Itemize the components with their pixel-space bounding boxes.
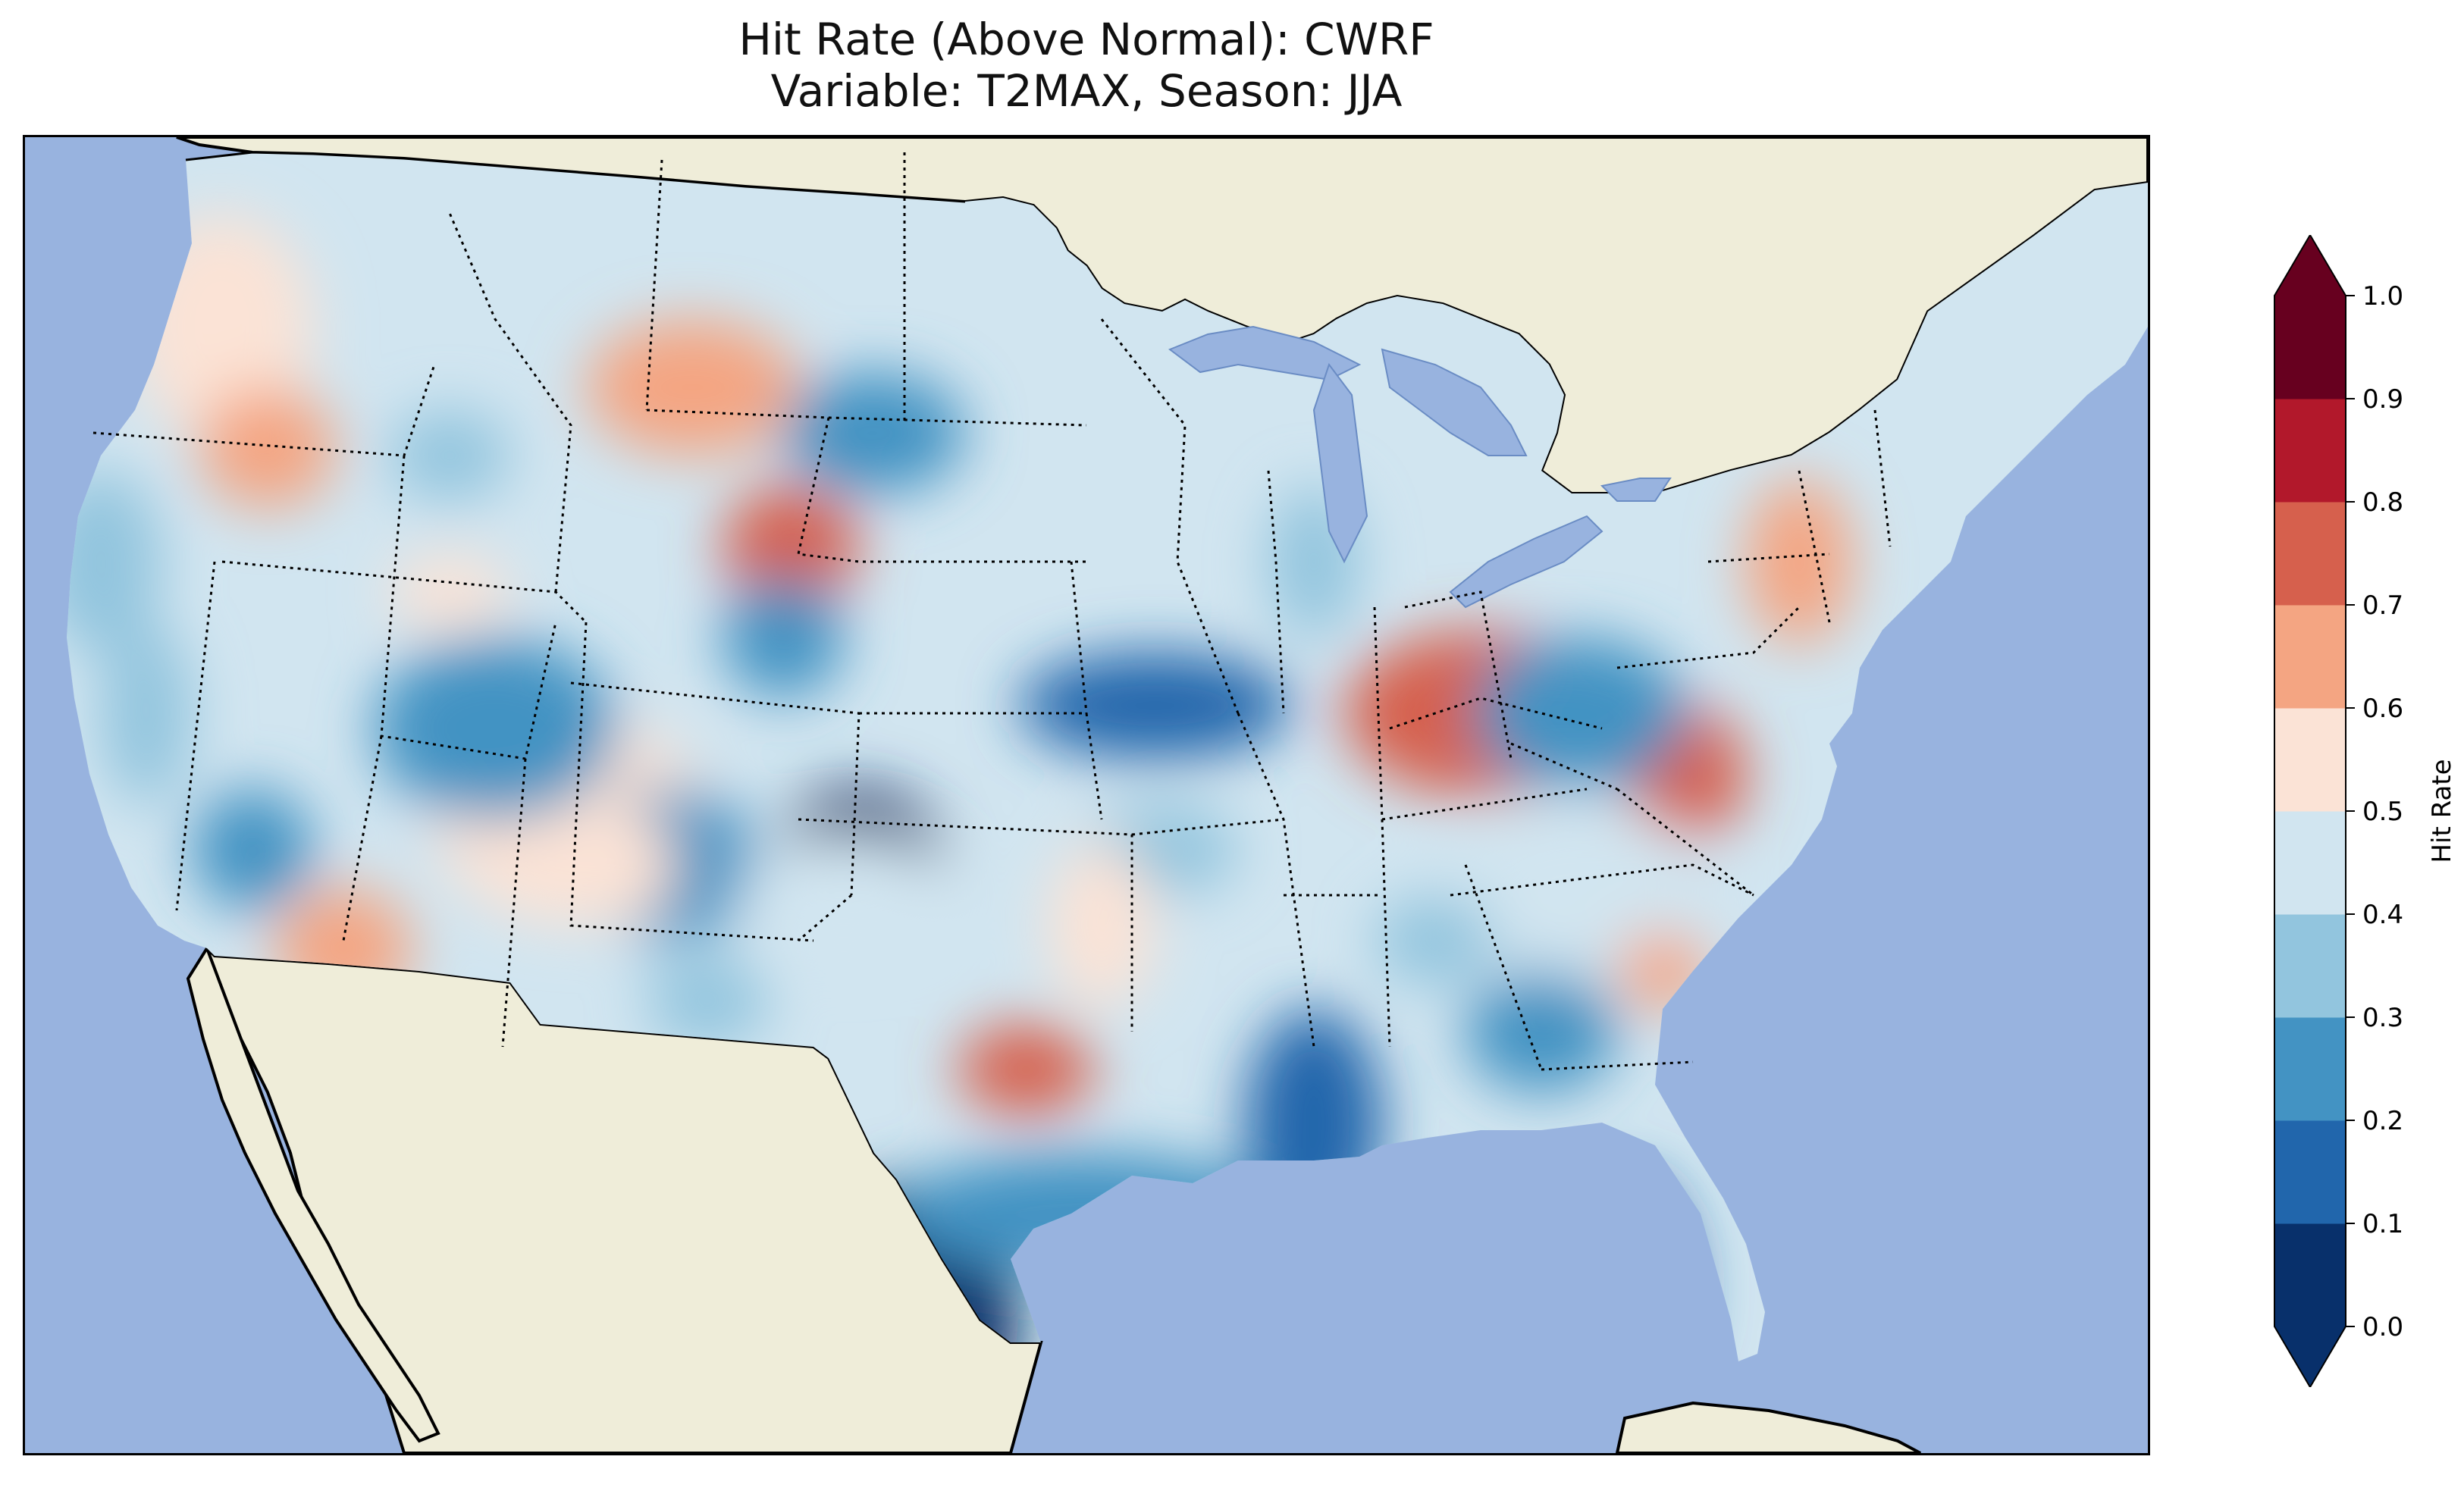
colorbar-extend-max <box>2274 235 2346 296</box>
heat-patch-16 <box>1466 971 1617 1092</box>
colorbar-svg: 0.0 0.1 0.2 0.3 0.4 0.5 0.6 0.7 0.8 0.9 1.0 Hit Rat… <box>2274 233 2457 1389</box>
colorbar-tick-label: 0.2 <box>2362 1106 2403 1136</box>
heat-patch-8 <box>1473 637 1685 789</box>
colorbar-extend-min <box>2274 1326 2346 1387</box>
great-lakes <box>1168 325 1672 609</box>
heat-region-oklahoma-north-texas <box>958 1024 1094 1115</box>
heat-patch-0 <box>374 637 616 819</box>
colorbar-label: Hit Rate <box>2427 759 2457 863</box>
map-panel <box>23 135 2150 1455</box>
plot-title: Hit Rate (Above Normal): CWRF Variable: … <box>23 14 2150 117</box>
colorbar-tick-label: 0.1 <box>2362 1209 2403 1239</box>
colorbar-tick-label: 0.6 <box>2362 694 2403 724</box>
heat-patch-2 <box>192 789 313 910</box>
colorbar-tick-label: 1.0 <box>2362 281 2403 312</box>
colorbar-bin <box>2274 399 2346 503</box>
colorbar-tick-label: 0.0 <box>2362 1312 2403 1342</box>
colorbar-bin <box>2274 1017 2346 1121</box>
heat-region-north-dakota <box>783 372 965 493</box>
heat-patch-5 <box>723 577 844 698</box>
heat-region-kansas-nebraska <box>1018 653 1291 759</box>
colorbar-tick-label: 0.7 <box>2362 590 2403 621</box>
colorbar-tick-label: 0.3 <box>2362 1003 2403 1033</box>
state-borders <box>92 152 1892 1071</box>
baja-peninsula <box>186 944 440 1443</box>
title-line-1: Hit Rate (Above Normal): CWRF <box>738 14 1434 65</box>
heat-patch-17 <box>1375 895 1496 986</box>
heat-patch-14 <box>647 956 768 1047</box>
colorbar-tick-label: 0.4 <box>2362 900 2403 930</box>
map-svg <box>25 137 2148 1453</box>
heat-region-central-oregon <box>199 387 336 509</box>
colorbar-bin <box>2274 296 2346 399</box>
colorbar-bin <box>2274 1223 2346 1327</box>
colorbar-bin <box>2274 708 2346 812</box>
colorbar-bin <box>2274 1120 2346 1224</box>
title-line-2: Variable: T2MAX, Season: JJA <box>770 65 1403 117</box>
heat-region-new-england <box>1746 478 1852 645</box>
heat-patch-9 <box>1049 842 1155 1009</box>
colorbar: 0.0 0.1 0.2 0.3 0.4 0.5 0.6 0.7 0.8 0.9 1.0 Hit Rat… <box>2267 233 2464 1389</box>
colorbar-bin <box>2274 811 2346 915</box>
heat-patch-15 <box>389 554 510 630</box>
heat-patch-6 <box>525 804 677 926</box>
colorbar-bin <box>2274 605 2346 709</box>
colorbar-tick-label: 0.8 <box>2362 487 2403 518</box>
us-canada-border <box>185 151 966 203</box>
heat-patch-10 <box>738 835 950 956</box>
colorbar-tick-label: 0.9 <box>2362 384 2403 415</box>
colorbar-tick-label: 0.5 <box>2362 797 2403 827</box>
heat-region-montana <box>586 319 798 456</box>
heat-patch-11 <box>101 622 192 804</box>
cuba <box>1615 1401 1921 1453</box>
heat-region-south-dakota <box>723 486 859 607</box>
colorbar-bin <box>2274 502 2346 606</box>
colorbar-bin <box>2274 914 2346 1018</box>
heat-patch-4 <box>389 410 510 501</box>
